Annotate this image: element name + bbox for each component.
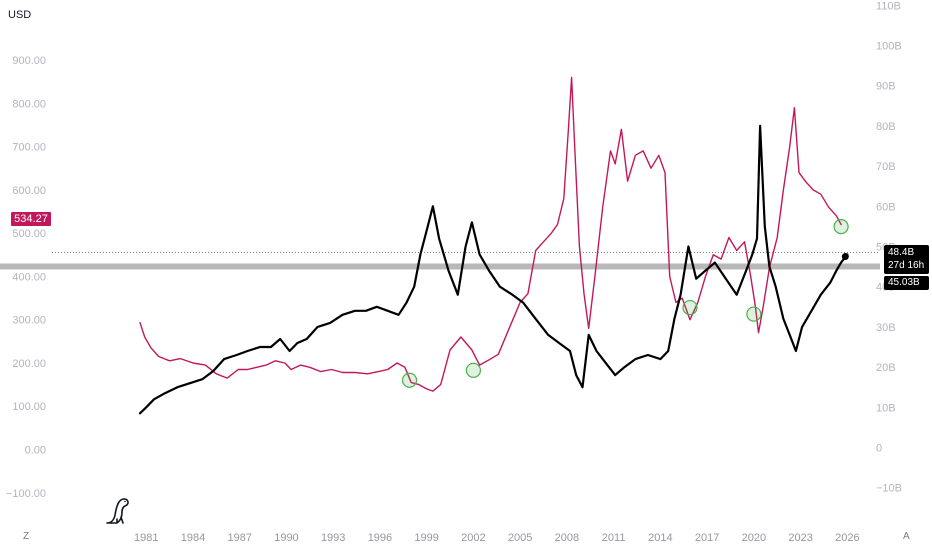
x-tick-label: 1990 <box>274 532 298 544</box>
x-tick-label: 2023 <box>788 532 812 544</box>
x-tick-label: 2005 <box>508 532 532 544</box>
y-right-tick-label: 30B <box>876 322 896 334</box>
y-left-tick-label: −100.00 <box>6 488 46 500</box>
horizontal-level-band <box>0 263 880 270</box>
y-right-tick-label: 70B <box>876 161 896 173</box>
y-left-tick-label: 500.00 <box>12 228 46 240</box>
right-countdown-text: 27d 16h <box>888 260 925 271</box>
currency-label: USD <box>8 9 32 21</box>
dinosaur-logo-icon[interactable] <box>105 495 131 525</box>
y-left-tick-label: 900.00 <box>12 55 46 67</box>
x-tick-label: 1987 <box>227 532 251 544</box>
highlight-group <box>401 219 849 388</box>
band-group <box>0 252 880 270</box>
x-tick-label: 1993 <box>321 532 345 544</box>
y-right-tick-label: 110B <box>876 0 901 12</box>
x-tick-label: 1984 <box>181 532 205 544</box>
y-left-tick-label: 700.00 <box>12 142 46 154</box>
right-value-badge-2: 45.03B <box>884 276 929 290</box>
x-tick-label: 2002 <box>461 532 485 544</box>
x-tick-label: 2026 <box>835 532 859 544</box>
y-left-tick-label: 300.00 <box>12 315 46 327</box>
y-left-tick-label: 200.00 <box>12 358 46 370</box>
series-group <box>138 76 849 415</box>
y-right-tick-label: 60B <box>876 201 896 213</box>
left-price-badge: 534.27 <box>11 212 51 226</box>
y-right-tick-label: 90B <box>876 81 896 93</box>
y-right-tick-label: 100B <box>876 41 902 53</box>
series-end-dot <box>841 253 849 261</box>
corner-left-label: Z <box>23 531 30 542</box>
highlight-circle <box>465 362 482 378</box>
axes-group: 900.00 800.00 700.00 600.00 500.00 400.00 300.… <box>6 0 902 544</box>
y-right-tick-label: −10B <box>876 483 902 495</box>
y-left-tick-label: 100.00 <box>12 401 46 413</box>
right-value-text: 48.4B <box>888 247 915 258</box>
y-left-tick-label: 600.00 <box>12 185 46 197</box>
x-tick-label: 2020 <box>742 532 766 544</box>
x-tick-label: 2008 <box>555 532 579 544</box>
y-right-tick-label: 80B <box>876 121 896 133</box>
highlight-circle <box>833 219 849 235</box>
x-tick-label: 2014 <box>648 532 672 544</box>
y-left-tick-label: 0.00 <box>25 445 46 457</box>
y-left-tick-label: 400.00 <box>12 271 46 283</box>
x-tick-label: 2011 <box>602 532 626 544</box>
y-right-tick-label: 10B <box>876 402 896 414</box>
x-tick-label: 2017 <box>695 532 719 544</box>
highlight-circle <box>746 306 762 322</box>
corner-right-label: A <box>903 531 910 542</box>
y-right-tick-label: 20B <box>876 362 896 374</box>
series-line-magenta <box>139 76 842 392</box>
x-tick-label: 1996 <box>368 532 392 544</box>
y-left-tick-label: 800.00 <box>12 98 46 110</box>
x-tick-label: 1999 <box>414 532 438 544</box>
series-line-black <box>138 124 849 415</box>
x-tick-label: 1981 <box>134 532 158 544</box>
y-right-tick-label: 0 <box>876 443 882 455</box>
highlight-circle <box>401 372 418 388</box>
highlight-circle <box>682 299 698 316</box>
right-value-badge: 48.4B 27d 16h <box>884 245 929 274</box>
